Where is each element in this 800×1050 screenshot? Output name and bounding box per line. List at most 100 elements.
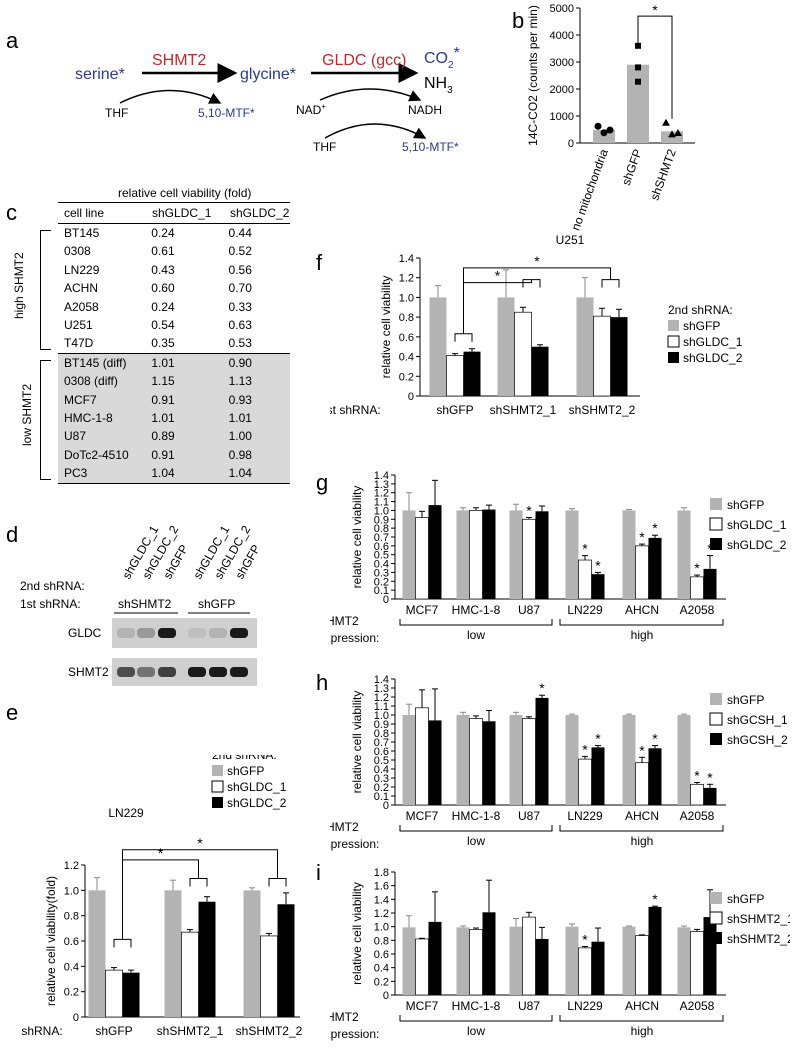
chart-title: U251 — [556, 233, 585, 247]
bar — [635, 762, 649, 806]
viability-value: 0.89 — [151, 429, 175, 444]
shmt2-enzyme-label: SHMT2 — [152, 52, 206, 69]
panel-label-h: h — [316, 670, 329, 695]
significance-bracket — [122, 859, 199, 940]
legend-title: 2nd shRNA: — [668, 303, 733, 317]
x-axis-prefix: 1st shRNA: — [20, 1024, 63, 1038]
significance-star: * — [595, 557, 601, 573]
viability-value: 0.54 — [151, 318, 175, 333]
y-tick-label: 0.6 — [399, 332, 414, 344]
y-tick-label: 1.4 — [374, 674, 389, 686]
bar — [622, 510, 636, 599]
bar — [578, 947, 592, 996]
legend-label: shGLDC_1 — [683, 335, 743, 349]
y-tick-label: 0.3 — [374, 773, 389, 785]
x-category-label: AHCN — [625, 999, 659, 1013]
y-tick-label: 0.7 — [374, 532, 389, 544]
y-tick-label: 1.0 — [64, 885, 79, 897]
y-tick-label: 0.6 — [374, 746, 389, 758]
legend-swatch — [710, 932, 722, 944]
bar — [690, 931, 704, 996]
x-category-label: shSHMT2 — [647, 147, 679, 202]
blot-band — [188, 667, 206, 677]
x-axis-prefix: expression: — [330, 1027, 379, 1041]
col-shgldc2: shGLDC_2 — [230, 206, 290, 220]
data-point — [606, 126, 614, 134]
bar — [482, 509, 496, 599]
chart-i: 0 0.20.4 0.6 0.81.0 1.2 1.41.6 1.8 MCF7 HMC-1-8 U… — [330, 867, 790, 1041]
x-category-label: shSHMT2_2 — [569, 403, 636, 417]
y-tick-label: 0.7 — [374, 737, 389, 749]
bar — [703, 568, 717, 599]
y-tick-label: 0.8 — [374, 728, 389, 740]
bar — [677, 715, 691, 805]
data-point — [635, 78, 641, 85]
x-category-label: HMC-1-8 — [452, 603, 501, 617]
viability-value: 1.15 — [151, 374, 175, 389]
y-tick-label: 1.0 — [374, 922, 389, 934]
significance-star: * — [652, 891, 658, 907]
bar — [578, 758, 592, 806]
blot-band — [137, 628, 155, 638]
high-bracket — [40, 230, 51, 350]
bar — [88, 890, 106, 1017]
x-category-label: shSHMT2_1 — [157, 1024, 224, 1038]
y-tick-label: 1.0 — [374, 710, 389, 722]
y-tick-label: 0.2 — [374, 976, 389, 988]
blot-band — [158, 667, 176, 677]
legend-swatch — [668, 320, 679, 331]
x-axis-prefix: SHMT2 — [330, 614, 359, 628]
y-axis-label: relative cell viability — [350, 486, 364, 589]
high-shmt2-table: BT145 0.24 0.44 0308 0.61 0.52 LN229 0.43 0.56 AC… — [58, 224, 290, 353]
legend-label: shGFP — [727, 892, 764, 906]
y-tick-label: 0 — [408, 391, 414, 403]
viability-value: 0.44 — [228, 226, 252, 240]
cell-line-name: BT145 (diff) — [64, 355, 127, 370]
legend-swatch — [668, 352, 679, 363]
chart-f: 0 0.2 0.4 0.6 0.8 1.0 1.2 1.4 shGFP shSHMT2_1 shSH… — [330, 233, 743, 417]
group-label: shSHMT2 — [118, 597, 172, 611]
legend-label: shGFP — [727, 693, 764, 707]
bar — [469, 929, 483, 996]
x-category-label: HMC-1-8 — [452, 809, 501, 823]
y-tick-label: 0.2 — [374, 782, 389, 794]
cell-line-name: MCF7 — [64, 392, 97, 407]
y-tick-label: 1.3 — [374, 683, 389, 695]
y-tick-label: 0 — [568, 138, 574, 150]
bar — [429, 297, 447, 396]
group-bracket — [399, 825, 553, 832]
x-category-label: shGFP — [619, 147, 645, 187]
bar — [243, 890, 261, 1017]
legend-swatch — [709, 712, 723, 726]
y-tick-label: 0.5 — [374, 550, 389, 562]
bar — [677, 510, 691, 599]
nadh-label: NADH — [408, 103, 442, 117]
group-bracket — [399, 619, 553, 626]
low-row: DoTc2-4510 0.91 0.98 — [58, 446, 290, 464]
col-shgldc1: shGLDC_1 — [152, 206, 212, 220]
significance-star: * — [534, 253, 540, 269]
high-shmt2-label: high SHMT2 — [12, 252, 26, 319]
group-label: shGFP — [198, 597, 235, 611]
serine-label: serine* — [75, 66, 125, 83]
bar — [522, 518, 536, 600]
bar — [648, 906, 662, 995]
bar — [164, 890, 182, 1017]
legend-label: shGLDC_2 — [683, 351, 743, 365]
blot-band — [137, 667, 155, 677]
high-row: LN229 0.43 0.56 — [58, 261, 290, 279]
bar — [509, 926, 523, 995]
low-shmt2-label: low SHMT2 — [20, 383, 34, 446]
legend-label: shGFP — [727, 498, 764, 512]
bar — [415, 938, 429, 996]
cell-line-name: 0308 — [64, 244, 91, 259]
y-tick-label: 0.2 — [64, 987, 79, 999]
high-row: T47D 0.35 0.53 — [58, 334, 290, 352]
significance-star: * — [639, 529, 645, 545]
viability-value: 0.24 — [151, 226, 175, 240]
group-bracket — [454, 333, 473, 342]
y-tick-label: 0.4 — [64, 961, 79, 973]
x-category-label: LN229 — [567, 809, 603, 823]
group-label: high — [631, 1024, 654, 1038]
y-tick-label: 0.1 — [374, 791, 389, 803]
